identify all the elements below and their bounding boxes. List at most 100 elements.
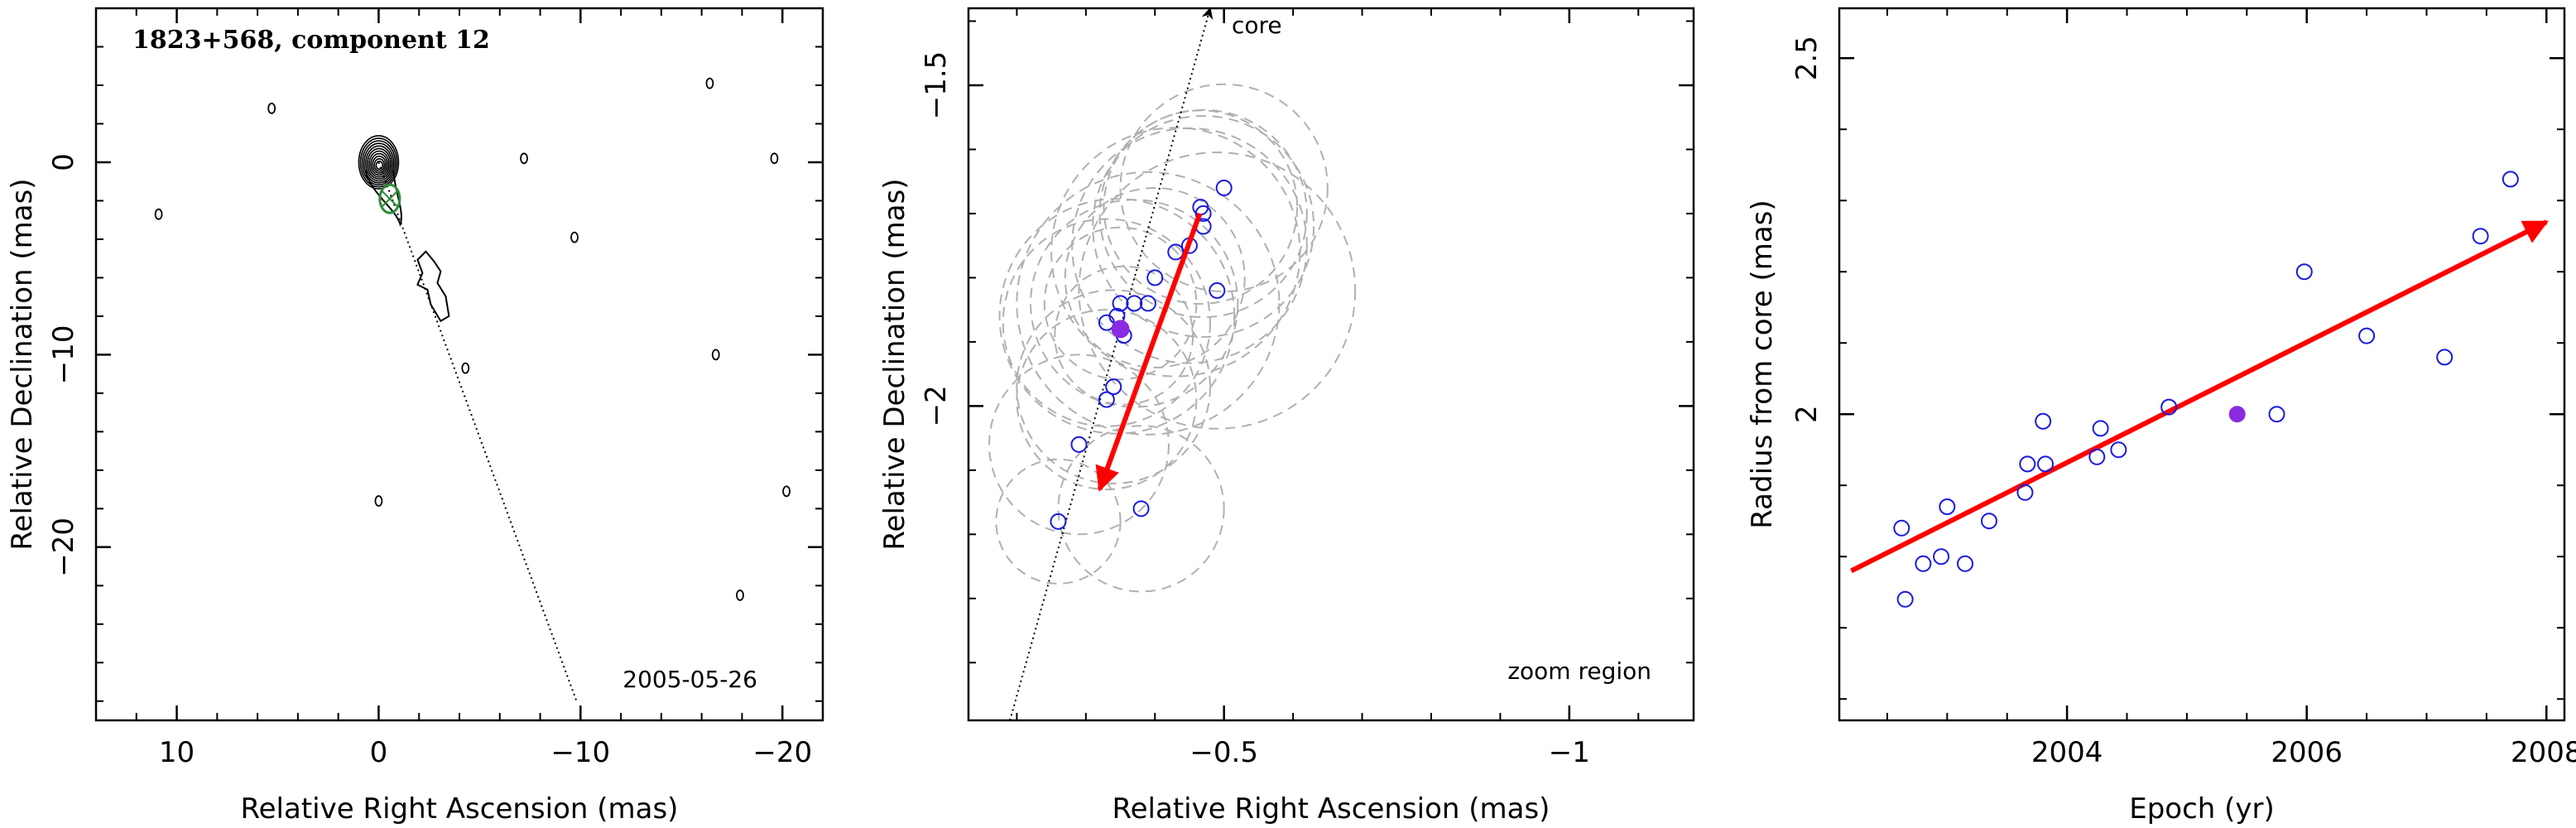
- x-tick-label: 10: [159, 736, 195, 769]
- radius-point: [2035, 412, 2052, 430]
- error-circle: [1098, 108, 1308, 319]
- core-contour: [365, 145, 393, 182]
- radius-point: [2037, 455, 2055, 473]
- noise-contour: [267, 102, 276, 114]
- core-direction-line: [1009, 8, 1214, 720]
- y-tick-label: 2: [1790, 405, 1824, 423]
- x-axis-label: Relative Right Ascension (mas): [241, 792, 679, 826]
- y-axis-label: Relative Declination (mas): [6, 178, 39, 550]
- radius-point: [1957, 555, 1974, 572]
- y-tick-label: −20: [47, 518, 80, 577]
- error-circle: [1092, 114, 1315, 338]
- x-tick-label: 2008: [2511, 736, 2576, 769]
- radius-point: [2110, 441, 2127, 459]
- x-axis-label: Relative Right Ascension (mas): [1113, 792, 1550, 826]
- radius-point: [2436, 349, 2453, 366]
- radius-point: [1933, 548, 1950, 566]
- radius-point: [1980, 513, 1997, 530]
- position-point: [1167, 243, 1185, 261]
- fit-arrow: [1850, 219, 2549, 574]
- core-contour: [358, 135, 400, 190]
- x-tick-label: 2006: [2271, 736, 2343, 769]
- position-point: [1209, 282, 1226, 299]
- error-circle: [1064, 186, 1246, 368]
- y-tick-label: −10: [47, 325, 80, 384]
- epoch-date-label: 2005-05-26: [622, 666, 757, 693]
- noise-contour: [154, 208, 163, 220]
- position-point: [1215, 179, 1233, 196]
- position-point: [1050, 513, 1067, 530]
- y-axis-label: Radius from core (mas): [1746, 200, 1779, 528]
- position-point: [1105, 378, 1122, 396]
- core-contour: [367, 147, 392, 180]
- position-point: [1132, 500, 1150, 518]
- error-circle: [995, 458, 1122, 585]
- x-tick-label: −0.5: [1189, 736, 1258, 769]
- radius-point: [1939, 498, 1956, 515]
- noise-contour: [374, 495, 383, 507]
- error-circle: [1078, 152, 1357, 430]
- noise-contour: [770, 152, 779, 165]
- highlighted-point: [1111, 320, 1130, 339]
- noise-contour: [461, 362, 470, 374]
- extended-jet-contour: [416, 250, 450, 323]
- core-contour: [372, 155, 387, 174]
- x-tick-label: 2004: [2031, 736, 2103, 769]
- y-tick-label: −2: [920, 385, 953, 426]
- component-marker: [378, 183, 401, 214]
- position-point: [1146, 269, 1164, 286]
- highlighted-point: [2228, 406, 2246, 423]
- jet-direction-line: [377, 161, 578, 702]
- y-tick-label: 0: [47, 153, 80, 171]
- plot-frame: [94, 7, 824, 722]
- noise-contour: [782, 485, 791, 498]
- noise-contour: [705, 77, 714, 89]
- error-circle: [988, 354, 1170, 536]
- noise-contour: [570, 231, 579, 243]
- radius-point: [2019, 455, 2036, 473]
- component-cross: [381, 190, 399, 208]
- radius-point: [1915, 555, 1932, 572]
- zoom-region-annotation: zoom region: [1507, 657, 1651, 685]
- error-circle: [1103, 109, 1299, 305]
- radius-point: [2268, 406, 2285, 423]
- error-circle: [1057, 425, 1225, 593]
- radius-point: [2016, 484, 2034, 501]
- x-tick-label: −20: [752, 736, 812, 769]
- panel-contour-map: 10 0 −10 −200−10−20 1823+568, component 12 …: [6, 7, 824, 826]
- radius-point: [1893, 519, 1910, 537]
- noise-contour: [711, 349, 720, 361]
- y-axis-label: Relative Declination (mas): [878, 178, 911, 550]
- position-point: [1112, 295, 1129, 312]
- error-circle: [1054, 265, 1194, 406]
- radius-point: [2160, 398, 2178, 416]
- core-contour: [373, 157, 386, 172]
- error-circle: [1119, 83, 1329, 293]
- position-point: [1126, 295, 1143, 312]
- noise-contour: [520, 152, 528, 165]
- position-point: [1070, 436, 1088, 453]
- core-contour: [361, 140, 396, 186]
- radius-point: [2088, 448, 2106, 465]
- error-circle: [1043, 226, 1198, 381]
- core-contour: [375, 161, 384, 171]
- chart-title: 1823+568, component 12: [132, 26, 490, 55]
- radius-point: [2472, 228, 2489, 245]
- radius-point: [1896, 590, 1914, 608]
- panel-zoom-scatter: −0.5 −1 −1.5 −2 core zoom region Relative R…: [878, 7, 1695, 826]
- x-tick-label: −1: [1549, 736, 1590, 769]
- radius-point: [2092, 420, 2109, 437]
- y-tick-label: 2.5: [1790, 36, 1824, 80]
- y-tick-label: −1.5: [920, 51, 953, 120]
- x-tick-label: 0: [370, 736, 388, 769]
- error-circle: [1016, 309, 1198, 491]
- motion-vector-arrow: [1095, 212, 1203, 492]
- radius-point: [2502, 171, 2519, 188]
- x-tick-label: −10: [550, 736, 610, 769]
- position-point: [1139, 295, 1156, 312]
- panel-radius-vs-epoch: 2004 2006 2008 2 2.5 Epoch (yr) Radius from …: [1746, 7, 2576, 826]
- plot-frame: [967, 7, 1695, 722]
- core-contour: [370, 152, 388, 176]
- noise-contour: [736, 590, 744, 601]
